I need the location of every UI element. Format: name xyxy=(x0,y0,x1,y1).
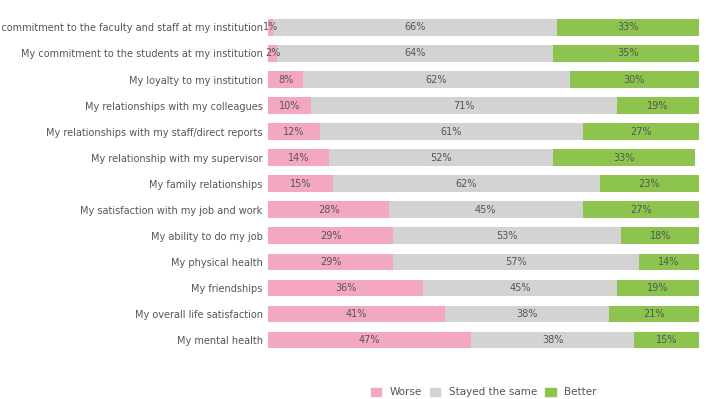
Bar xyxy=(445,306,609,322)
Text: 62%: 62% xyxy=(455,178,477,189)
Text: 1%: 1% xyxy=(263,22,278,32)
Text: 29%: 29% xyxy=(320,231,342,241)
Bar xyxy=(639,253,699,270)
Text: 38%: 38% xyxy=(516,308,537,318)
Bar xyxy=(268,150,328,166)
Bar xyxy=(268,20,273,36)
Text: 14%: 14% xyxy=(288,152,309,162)
Text: 33%: 33% xyxy=(617,22,638,32)
Bar xyxy=(621,227,699,244)
Bar xyxy=(268,227,393,244)
Bar xyxy=(320,123,582,140)
Bar xyxy=(617,280,699,296)
Bar xyxy=(557,20,699,36)
Text: 47%: 47% xyxy=(359,335,381,345)
Text: 8%: 8% xyxy=(278,75,293,85)
Legend: Worse, Stayed the same, Better: Worse, Stayed the same, Better xyxy=(369,385,599,399)
Bar xyxy=(268,123,320,140)
Text: 19%: 19% xyxy=(647,282,669,292)
Text: 30%: 30% xyxy=(623,75,645,85)
Bar xyxy=(311,97,617,114)
Text: 29%: 29% xyxy=(320,257,342,267)
Bar xyxy=(303,71,570,87)
Text: 62%: 62% xyxy=(426,75,447,85)
Bar xyxy=(268,97,311,114)
Bar xyxy=(268,201,389,217)
Text: 27%: 27% xyxy=(630,205,652,215)
Bar xyxy=(582,201,699,217)
Text: 2%: 2% xyxy=(265,49,280,59)
Text: 19%: 19% xyxy=(647,101,669,111)
Bar xyxy=(268,253,393,270)
Text: 18%: 18% xyxy=(650,231,671,241)
Text: 27%: 27% xyxy=(630,126,652,136)
Text: 45%: 45% xyxy=(475,205,496,215)
Text: 66%: 66% xyxy=(404,22,426,32)
Bar xyxy=(617,97,699,114)
Text: 35%: 35% xyxy=(617,49,639,59)
Text: 61%: 61% xyxy=(441,126,462,136)
Text: 10%: 10% xyxy=(279,101,301,111)
Text: 28%: 28% xyxy=(318,205,340,215)
Bar xyxy=(268,71,303,87)
Bar xyxy=(609,306,699,322)
Text: 15%: 15% xyxy=(656,335,677,345)
Bar xyxy=(393,253,639,270)
Text: 52%: 52% xyxy=(430,152,451,162)
Text: 23%: 23% xyxy=(639,178,660,189)
Bar xyxy=(570,71,699,87)
Bar xyxy=(471,332,635,348)
Text: 15%: 15% xyxy=(290,178,311,189)
Bar xyxy=(424,280,617,296)
Text: 64%: 64% xyxy=(404,49,426,59)
Bar xyxy=(635,332,699,348)
Bar xyxy=(328,150,553,166)
Text: 36%: 36% xyxy=(335,282,357,292)
Bar xyxy=(268,280,424,296)
Bar xyxy=(277,45,553,61)
Bar xyxy=(333,176,600,192)
Text: 53%: 53% xyxy=(496,231,518,241)
Text: 14%: 14% xyxy=(658,257,679,267)
Bar xyxy=(553,150,695,166)
Text: 21%: 21% xyxy=(643,308,664,318)
Bar xyxy=(268,306,445,322)
Text: 45%: 45% xyxy=(510,282,531,292)
Bar xyxy=(268,45,277,61)
Bar xyxy=(553,45,703,61)
Text: 38%: 38% xyxy=(542,335,563,345)
Bar xyxy=(389,201,582,217)
Text: 33%: 33% xyxy=(613,152,634,162)
Bar xyxy=(393,227,621,244)
Text: 71%: 71% xyxy=(453,101,475,111)
Bar xyxy=(268,332,471,348)
Bar xyxy=(273,20,557,36)
Text: 57%: 57% xyxy=(505,257,527,267)
Bar xyxy=(268,176,333,192)
Text: 12%: 12% xyxy=(283,126,305,136)
Bar xyxy=(582,123,699,140)
Bar xyxy=(600,176,699,192)
Text: 41%: 41% xyxy=(346,308,367,318)
